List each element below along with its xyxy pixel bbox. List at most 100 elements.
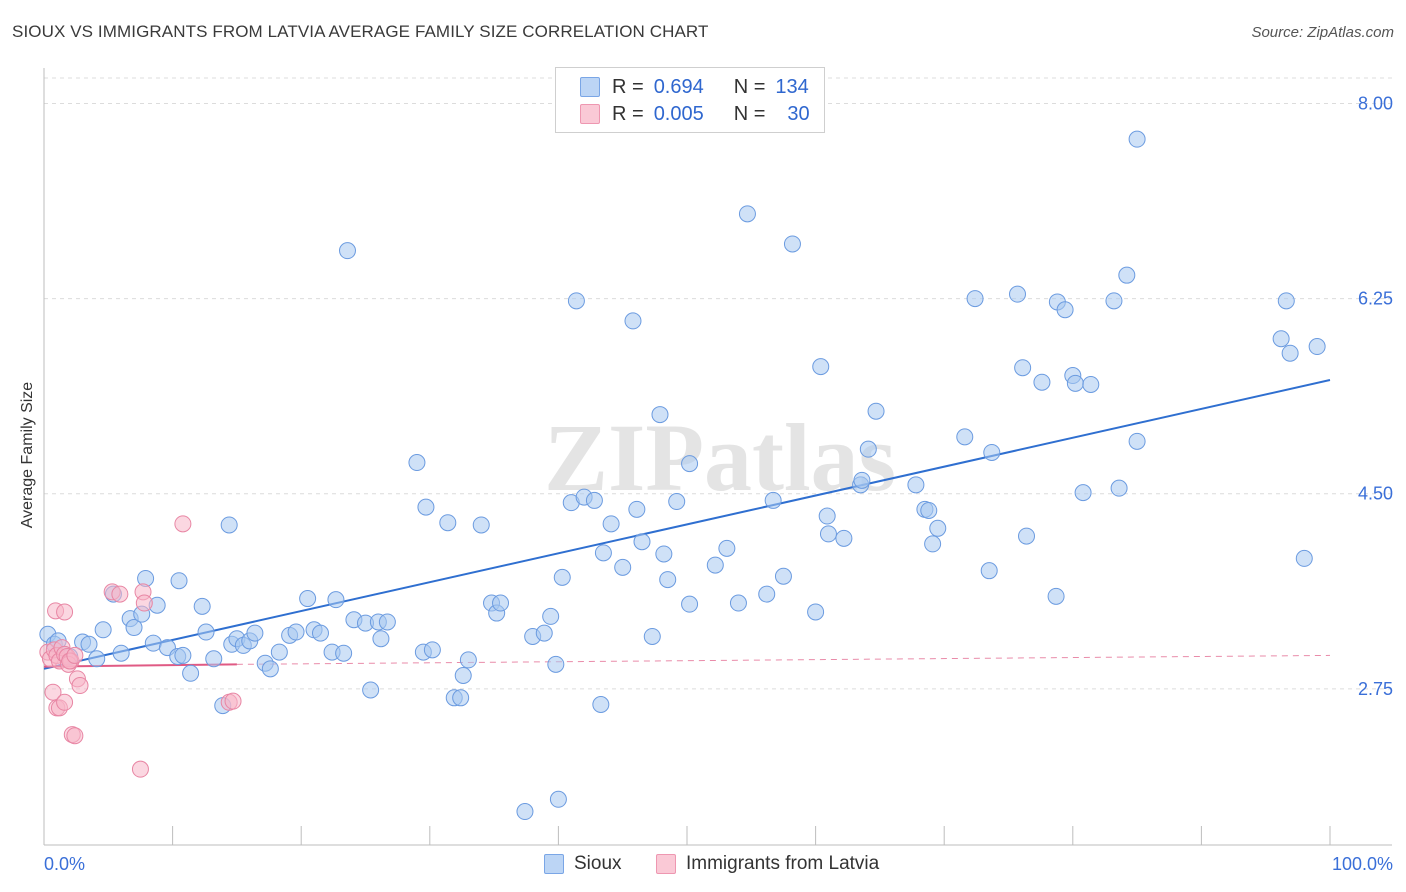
point-sioux <box>492 594 510 612</box>
point-sioux <box>633 533 651 551</box>
point-sioux <box>362 681 380 699</box>
point-sioux <box>174 646 192 664</box>
point-latvia <box>56 603 74 621</box>
point-sioux <box>812 358 830 376</box>
point-sioux <box>783 235 801 253</box>
point-sioux <box>423 641 441 659</box>
point-sioux <box>454 667 472 685</box>
point-sioux <box>516 803 534 821</box>
legend-r-value: 0.005 <box>653 102 704 125</box>
point-sioux <box>835 529 853 547</box>
point-latvia <box>131 760 149 778</box>
point-latvia <box>174 515 192 533</box>
point-sioux <box>220 516 238 534</box>
point-sioux <box>592 695 610 713</box>
point-sioux <box>542 607 560 625</box>
point-sioux <box>956 428 974 446</box>
point-sioux <box>1277 292 1295 310</box>
y-tick-label: 8.00 <box>1358 93 1393 113</box>
point-sioux <box>261 660 279 678</box>
point-sioux <box>193 597 211 615</box>
point-sioux <box>966 290 984 308</box>
point-sioux <box>439 514 457 532</box>
point-sioux <box>547 655 565 673</box>
point-sioux <box>585 491 603 509</box>
point-sioux <box>651 406 669 424</box>
axes <box>43 68 1392 846</box>
point-sioux <box>1110 479 1128 497</box>
point-sioux <box>643 627 661 645</box>
point-sioux <box>758 585 776 603</box>
point-sioux <box>807 603 825 621</box>
point-sioux <box>372 630 390 648</box>
point-sioux <box>818 507 836 525</box>
point-sioux <box>1066 374 1084 392</box>
point-sioux <box>335 644 353 662</box>
point-sioux <box>1295 549 1313 567</box>
point-sioux <box>1082 375 1100 393</box>
point-sioux <box>1074 484 1092 502</box>
data-points <box>39 130 1326 821</box>
point-sioux <box>920 501 938 519</box>
watermark: ZIPatlas <box>544 404 896 511</box>
source-note: Source: ZipAtlas.com <box>1251 24 1394 41</box>
point-sioux <box>80 635 98 653</box>
point-sioux <box>1128 432 1146 450</box>
point-sioux <box>907 476 925 494</box>
x-tick-label: 100.0% <box>1332 854 1393 874</box>
point-sioux <box>1056 301 1074 319</box>
y-tick-label: 6.25 <box>1358 289 1393 309</box>
point-sioux <box>452 689 470 707</box>
point-sioux <box>246 624 264 642</box>
chart-title: SIOUX VS IMMIGRANTS FROM LATVIA AVERAGE … <box>12 22 709 41</box>
trend-line-sioux <box>43 379 1331 670</box>
point-sioux <box>867 402 885 420</box>
bottom-legend-sioux: Sioux <box>544 852 622 876</box>
point-sioux <box>94 621 112 639</box>
point-sioux <box>1118 266 1136 284</box>
point-sioux <box>929 519 947 537</box>
point-sioux <box>980 562 998 580</box>
y-tick-label: 4.50 <box>1358 484 1393 504</box>
point-sioux <box>1014 359 1032 377</box>
trend-extension-latvia <box>236 654 1331 665</box>
point-sioux <box>1128 130 1146 148</box>
legend-r-value: 0.694 <box>653 75 704 98</box>
legend-r-label: R = <box>612 75 644 98</box>
legend-swatch-latvia <box>580 104 600 124</box>
point-sioux <box>197 623 215 641</box>
point-sioux <box>327 591 345 609</box>
point-sioux <box>408 454 426 472</box>
point-sioux <box>668 493 686 511</box>
legend-row-sioux: R = 0.694 N = 134 <box>580 74 809 100</box>
grid-lines <box>44 77 1392 690</box>
point-sioux <box>112 644 130 662</box>
point-sioux <box>378 613 396 631</box>
point-sioux <box>338 242 356 260</box>
legend-r-label: R = <box>612 102 644 125</box>
legend-swatch-sioux <box>580 77 600 97</box>
legend-n-value: 30 <box>787 102 810 125</box>
point-sioux <box>924 535 942 553</box>
point-sioux <box>706 556 724 574</box>
point-sioux <box>738 205 756 223</box>
legend-n-value: 134 <box>775 75 809 98</box>
point-sioux <box>659 571 677 589</box>
point-sioux <box>1281 344 1299 362</box>
legend-row-latvia: R = 0.005 N = 30 <box>580 101 810 127</box>
point-latvia <box>135 594 153 612</box>
point-latvia <box>111 585 129 603</box>
point-sioux <box>270 643 288 661</box>
point-latvia <box>44 683 62 701</box>
point-sioux <box>729 594 747 612</box>
point-latvia <box>66 727 84 745</box>
point-sioux <box>535 624 553 642</box>
point-sioux <box>311 624 329 642</box>
point-latvia <box>56 693 74 711</box>
point-sioux <box>553 568 571 586</box>
point-sioux <box>170 572 188 590</box>
correlation-legend: R = 0.694 N = 134 R = 0.005 N = 30 <box>555 67 825 133</box>
point-sioux <box>549 790 567 808</box>
point-sioux <box>125 619 143 637</box>
